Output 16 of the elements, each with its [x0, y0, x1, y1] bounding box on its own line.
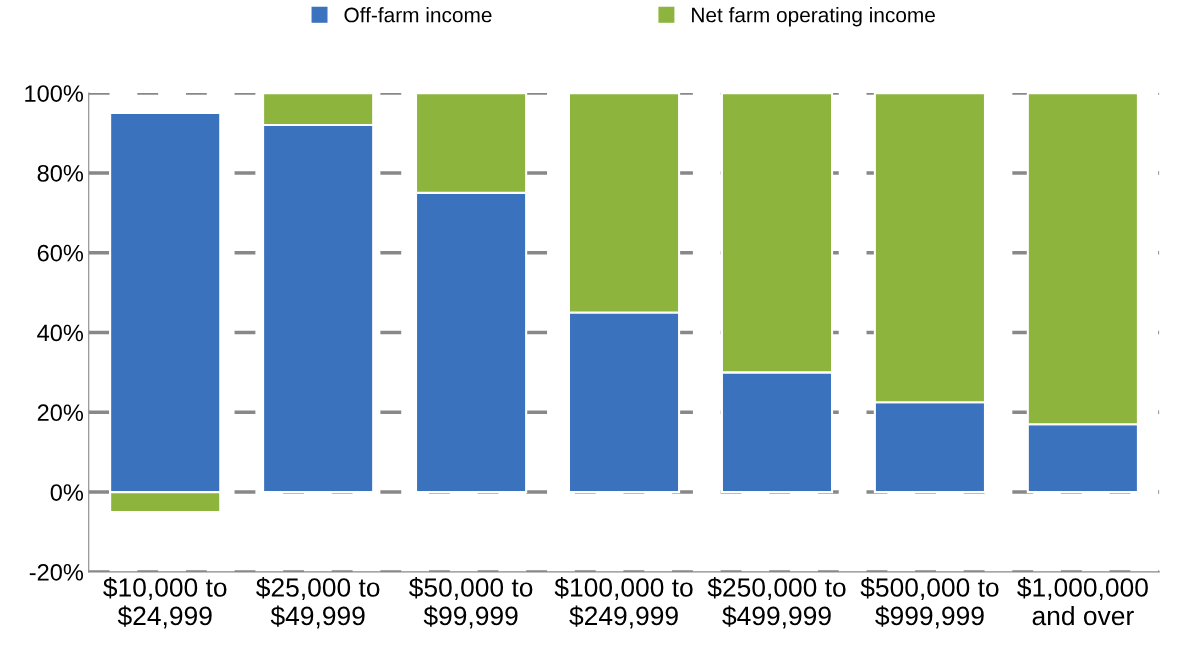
legend-label: Off-farm income: [344, 7, 492, 23]
y-tick-label: -20%: [29, 563, 84, 581]
x-tick-label: $100,000 to $249,999: [554, 577, 693, 629]
y-tick-label: 80%: [37, 164, 84, 182]
x-tick-label: $1,000,000 and over: [1017, 577, 1148, 626]
y-tick-label: 60%: [37, 244, 84, 262]
legend-label: Net farm operating income: [692, 7, 935, 27]
y-tick-label: 100%: [25, 85, 84, 102]
y-tick-label: 0%: [50, 484, 84, 501]
x-tick-label: $50,000 to $99,999: [409, 577, 533, 629]
y-tick-label: 40%: [37, 324, 84, 342]
x-tick-label: $500,000 to $999,999: [860, 577, 999, 629]
x-tick-label: $10,000 to $24,999: [103, 577, 227, 629]
x-tick-label: $250,000 to $499,999: [707, 577, 846, 629]
x-tick-label: $25,000 to $49,999: [256, 577, 380, 629]
y-tick-label: 20%: [37, 404, 84, 422]
